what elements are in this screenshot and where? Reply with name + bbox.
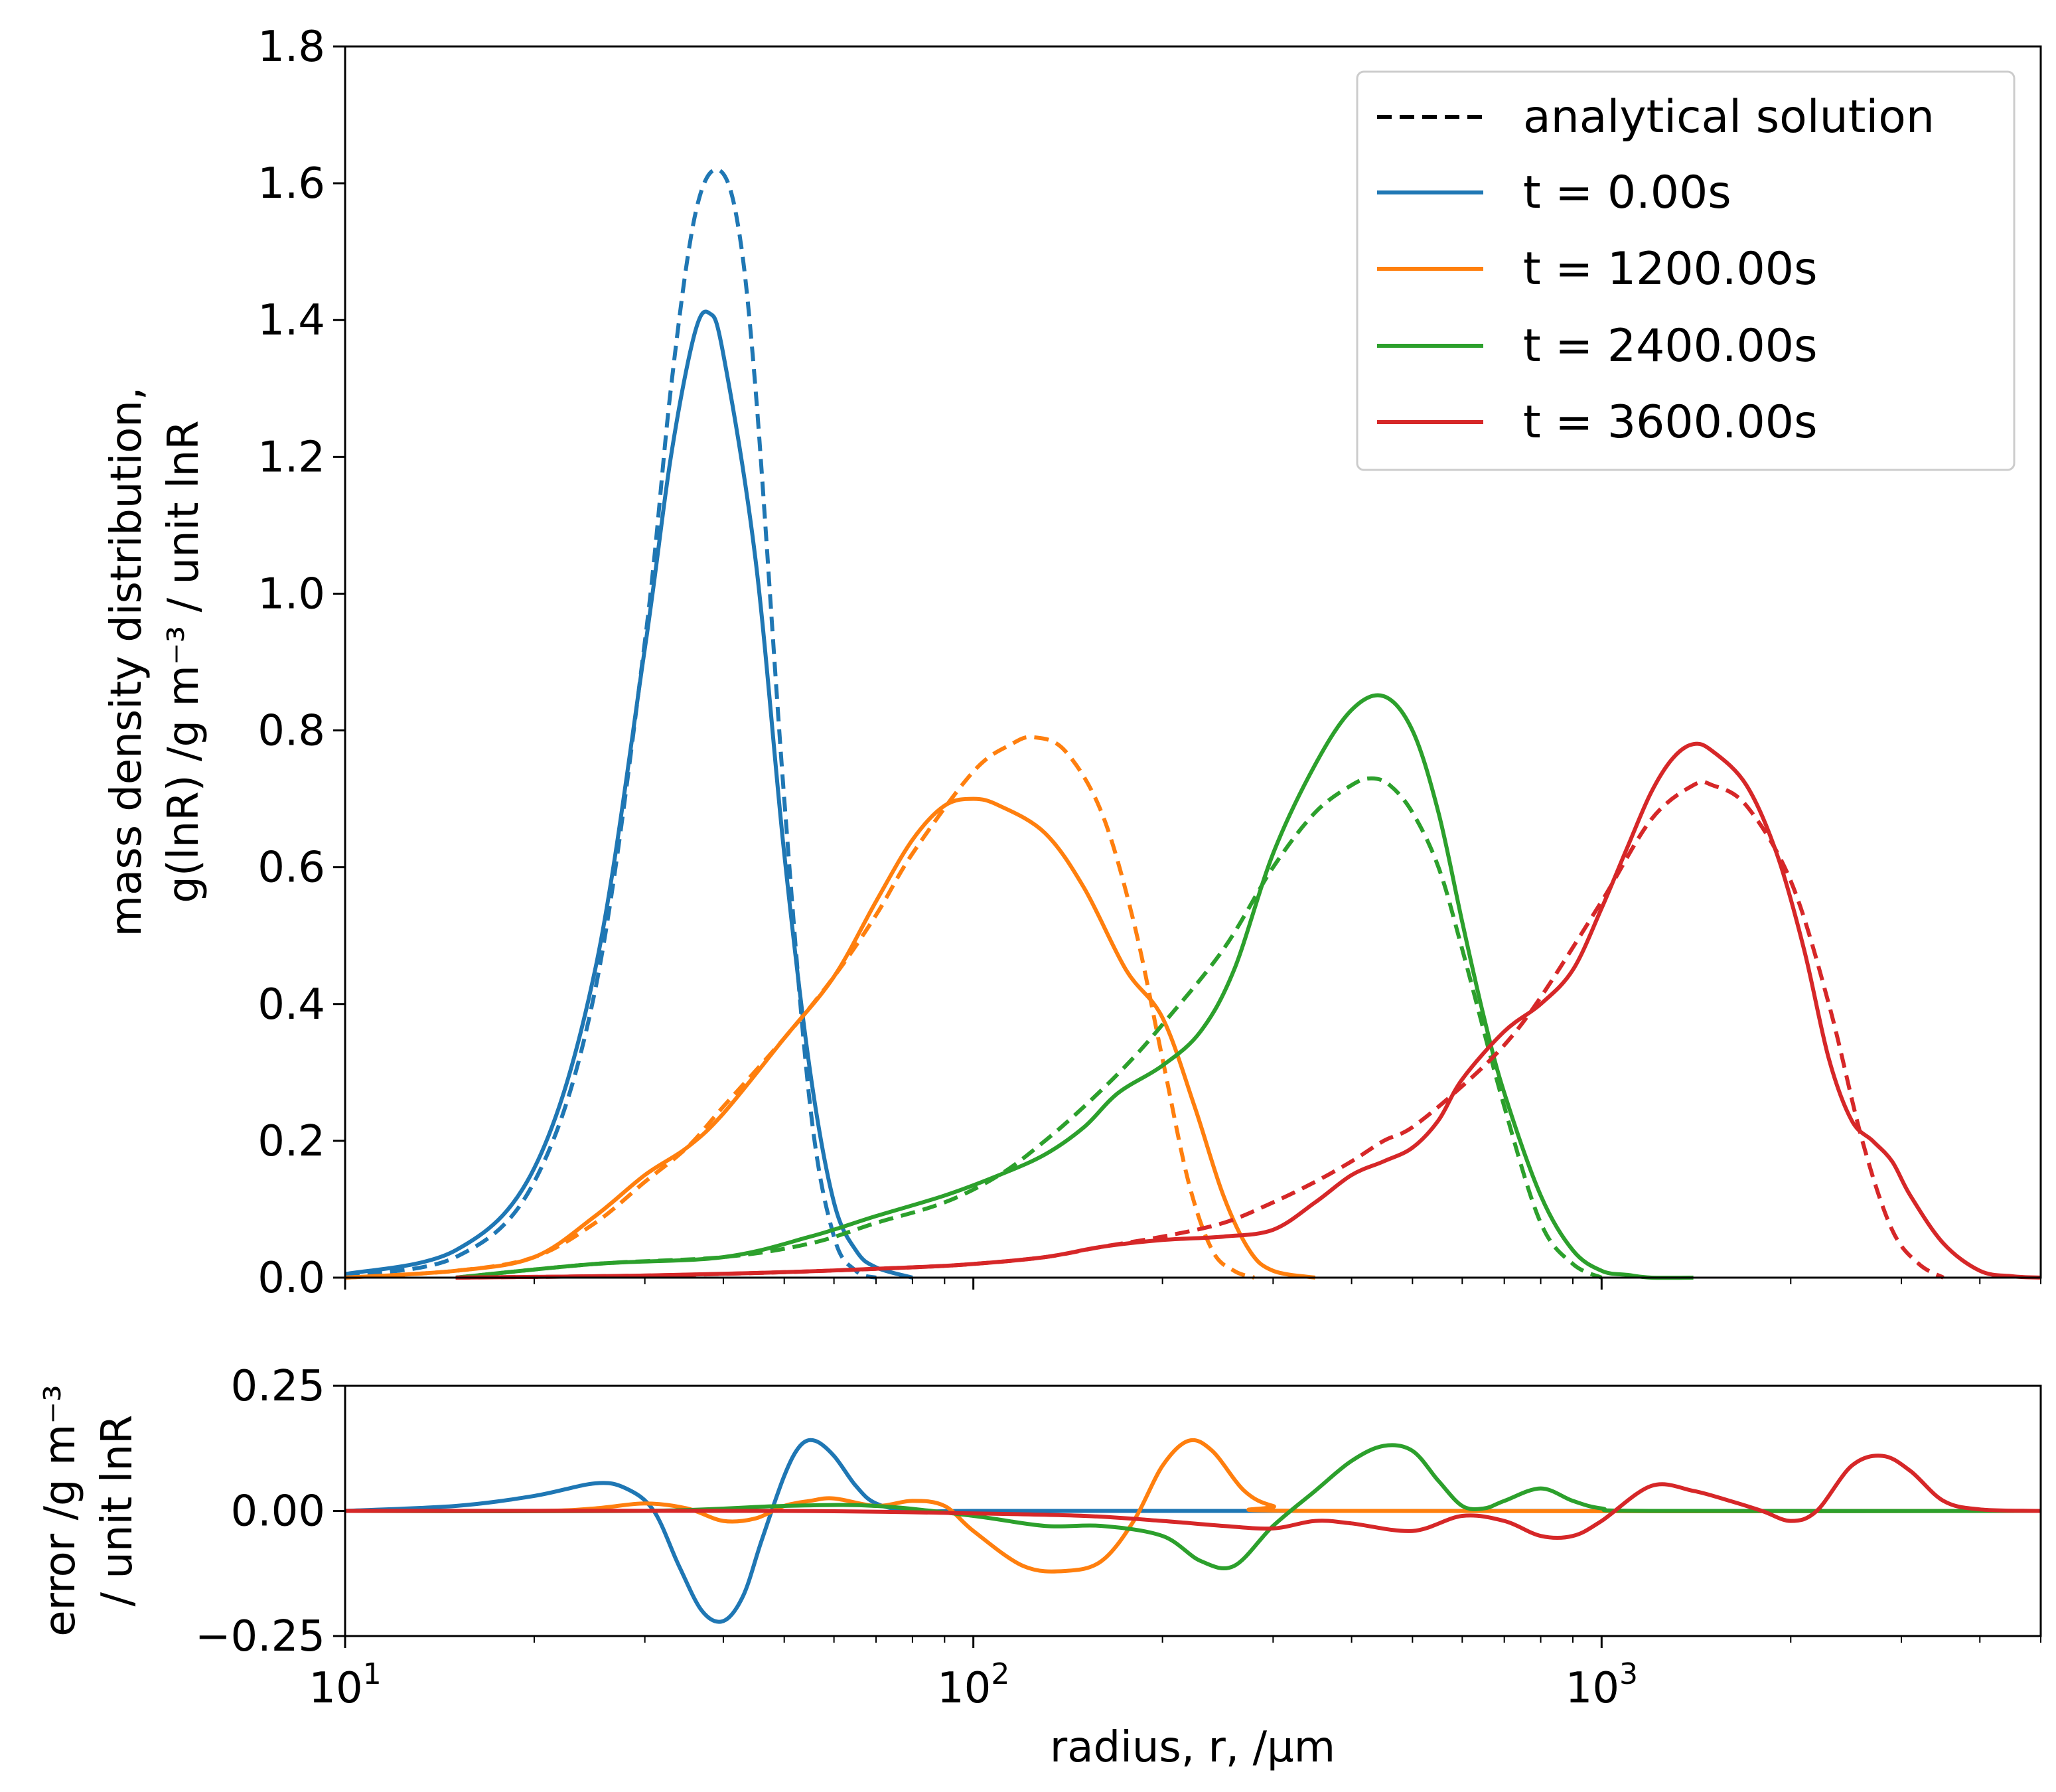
main-series-line-1 <box>344 167 877 1280</box>
error-y-tick-label: −0.25 <box>195 1612 325 1661</box>
main-y-tick-label: 0.2 <box>257 1117 325 1166</box>
error-y-tick-label: 0.25 <box>231 1362 326 1411</box>
legend-label-analytical: analytical solution <box>1523 91 1935 143</box>
main-plot-panel: 0.0 0.2 0.4 0.6 0.8 1.0 1.2 1.4 1.6 1.8 mass dens… <box>102 23 2042 1303</box>
error-series-line-3 <box>344 1454 2041 1540</box>
main-y-tick-label: 1.0 <box>257 569 325 619</box>
legend-box <box>1356 70 2016 471</box>
error-series-line-1 <box>344 1438 2041 1574</box>
main-series-line-7 <box>455 779 1945 1280</box>
x-axis-label: radius, r, /µm <box>1050 1723 1335 1772</box>
legend-label-t2400: t = 2400.00s <box>1523 320 1818 372</box>
main-y-axis-label-line2: g(lnR) /g m⁻³ / unit lnR <box>159 420 208 903</box>
error-y-axis-label-line1: error /g m⁻³ <box>36 1384 85 1637</box>
main-series-line-3 <box>344 735 1255 1280</box>
error-series-line-0 <box>344 1438 2041 1624</box>
legend: analytical solution t = 0.00s t = 1200.0… <box>1356 70 2016 471</box>
main-series-line-4 <box>455 693 1694 1280</box>
legend-label-t1200: t = 1200.00s <box>1523 243 1818 295</box>
main-y-tick-label: 0.8 <box>257 707 325 756</box>
error-series-line-2 <box>344 1443 2041 1570</box>
main-y-axis-label-line1: mass density distribution, <box>102 387 151 937</box>
main-y-tick-label: 1.2 <box>257 433 325 482</box>
main-series-line-2 <box>344 796 1316 1280</box>
main-series-line-6 <box>455 741 2041 1280</box>
legend-label-t3600: t = 3600.00s <box>1523 396 1818 449</box>
legend-label-t0: t = 0.00s <box>1523 167 1731 219</box>
error-y-tick-label: 0.00 <box>231 1487 326 1536</box>
main-y-tick-label: 0.6 <box>257 844 325 893</box>
main-y-tick-label: 1.8 <box>257 23 325 72</box>
error-y-axis-label-line2: / unit lnR <box>93 1414 142 1606</box>
main-y-tick-label: 1.6 <box>257 159 325 208</box>
error-plot-frame <box>344 1384 2042 1637</box>
main-series-line-0 <box>344 309 913 1280</box>
main-plot-frame <box>344 45 2042 1279</box>
main-y-tick-label: 1.4 <box>257 296 325 345</box>
main-series-line-5 <box>455 776 1603 1280</box>
main-y-tick-label: 0.0 <box>257 1254 325 1303</box>
main-y-tick-label: 0.4 <box>257 980 325 1029</box>
